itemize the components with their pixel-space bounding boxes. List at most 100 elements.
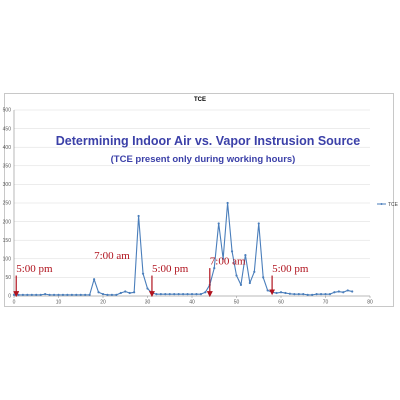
data-point [222, 257, 225, 260]
data-point [199, 293, 202, 296]
x-tick-label-2: 20 [100, 300, 106, 306]
data-point [239, 283, 243, 286]
data-point [195, 293, 198, 296]
annotations: 5:00 pm 7:00 am 5:00 pm 7:00 am 5:00 pm [13, 250, 309, 298]
data-point [235, 274, 238, 277]
y-tick-label-4: 200 [3, 219, 12, 225]
data-point [35, 293, 38, 296]
x-tick-label-3: 30 [145, 300, 151, 306]
data-point [52, 293, 56, 296]
data-point [137, 214, 140, 218]
x-tick-label-6: 60 [278, 300, 284, 306]
data-point [124, 290, 127, 293]
data-point [302, 293, 305, 296]
time-callout-1: 7:00 am [94, 250, 130, 262]
data-point [79, 293, 82, 296]
y-tick-label-1: 50 [5, 275, 11, 281]
y-tick-label-0: 0 [8, 294, 11, 300]
y-tick-label-10: 500 [3, 108, 12, 114]
data-point [75, 293, 78, 296]
time-callout-3: 7:00 am [210, 255, 246, 267]
y-tick-label-2: 100 [3, 257, 12, 263]
data-point [213, 267, 216, 270]
time-callout-0: 5:00 pm [16, 263, 53, 275]
data-point [182, 293, 185, 296]
data-point [168, 293, 171, 296]
x-tick-label-5: 50 [234, 300, 240, 306]
data-point [177, 293, 180, 296]
data-point [128, 291, 131, 295]
data-point [319, 293, 323, 296]
x-tick-label-1: 10 [56, 300, 62, 306]
data-point [288, 292, 291, 295]
legend: TCE [377, 202, 399, 208]
data-point [315, 293, 318, 296]
x-tick-label-8: 80 [367, 300, 373, 306]
x-tick-label-4: 40 [189, 300, 195, 306]
data-point [253, 270, 256, 273]
data-point [190, 293, 194, 296]
data-point [204, 291, 207, 294]
data-point [97, 291, 100, 294]
data-point [57, 293, 60, 296]
data-point [26, 293, 29, 296]
data-point [248, 281, 251, 285]
data-point [48, 293, 51, 296]
y-tick-label-8: 400 [3, 145, 12, 151]
data-point [12, 293, 16, 296]
data-point [342, 291, 345, 294]
data-point [217, 222, 220, 225]
data-point [39, 293, 42, 296]
data-point [88, 293, 91, 296]
series-line-0 [14, 202, 353, 296]
axes: 0 50 100 150 200 250 300 350 400 450 500 0 10 20 30 40 5… [3, 108, 373, 306]
data-point [101, 293, 105, 296]
data-point [146, 287, 149, 290]
data-point [293, 293, 296, 296]
data-point [110, 293, 113, 296]
data-point [155, 293, 158, 296]
data-point [328, 293, 332, 296]
data-point [275, 291, 278, 295]
data-point [257, 222, 260, 225]
data-point [226, 201, 229, 205]
data-point [84, 293, 87, 296]
data-point [164, 293, 167, 296]
data-point [311, 293, 314, 296]
data-point [186, 293, 189, 296]
data-point [244, 253, 247, 257]
data-point [141, 272, 145, 275]
data-point [297, 293, 300, 296]
time-callout-2: 5:00 pm [152, 263, 189, 275]
data-point [159, 293, 162, 296]
y-tick-label-9: 450 [3, 126, 12, 132]
data-point [30, 293, 33, 296]
data-point [66, 293, 69, 296]
data-point [333, 291, 336, 294]
x-tick-label-7: 70 [323, 300, 329, 306]
data-point [306, 293, 309, 296]
data-point [262, 276, 265, 279]
data-point [61, 293, 65, 296]
subheading: (TCE present only during working hours) [111, 154, 296, 165]
chart-title: TCE [194, 97, 206, 103]
x-tick-label-0: 0 [13, 300, 16, 306]
y-tick-label-6: 300 [3, 182, 12, 188]
data-point [133, 291, 136, 294]
data-point [93, 278, 96, 281]
data-point [279, 291, 283, 294]
data-point [230, 250, 234, 253]
y-tick-label-7: 350 [3, 164, 12, 170]
y-tick-label-5: 250 [3, 201, 12, 207]
data-point [119, 291, 122, 295]
data-point [346, 289, 349, 292]
legend-marker [380, 203, 383, 205]
data-point [106, 293, 109, 296]
data-point [266, 289, 269, 292]
data-point [284, 291, 287, 295]
data-point [115, 293, 118, 296]
data-point [337, 290, 340, 293]
data-point [17, 293, 20, 296]
y-tick-label-3: 150 [3, 238, 12, 244]
